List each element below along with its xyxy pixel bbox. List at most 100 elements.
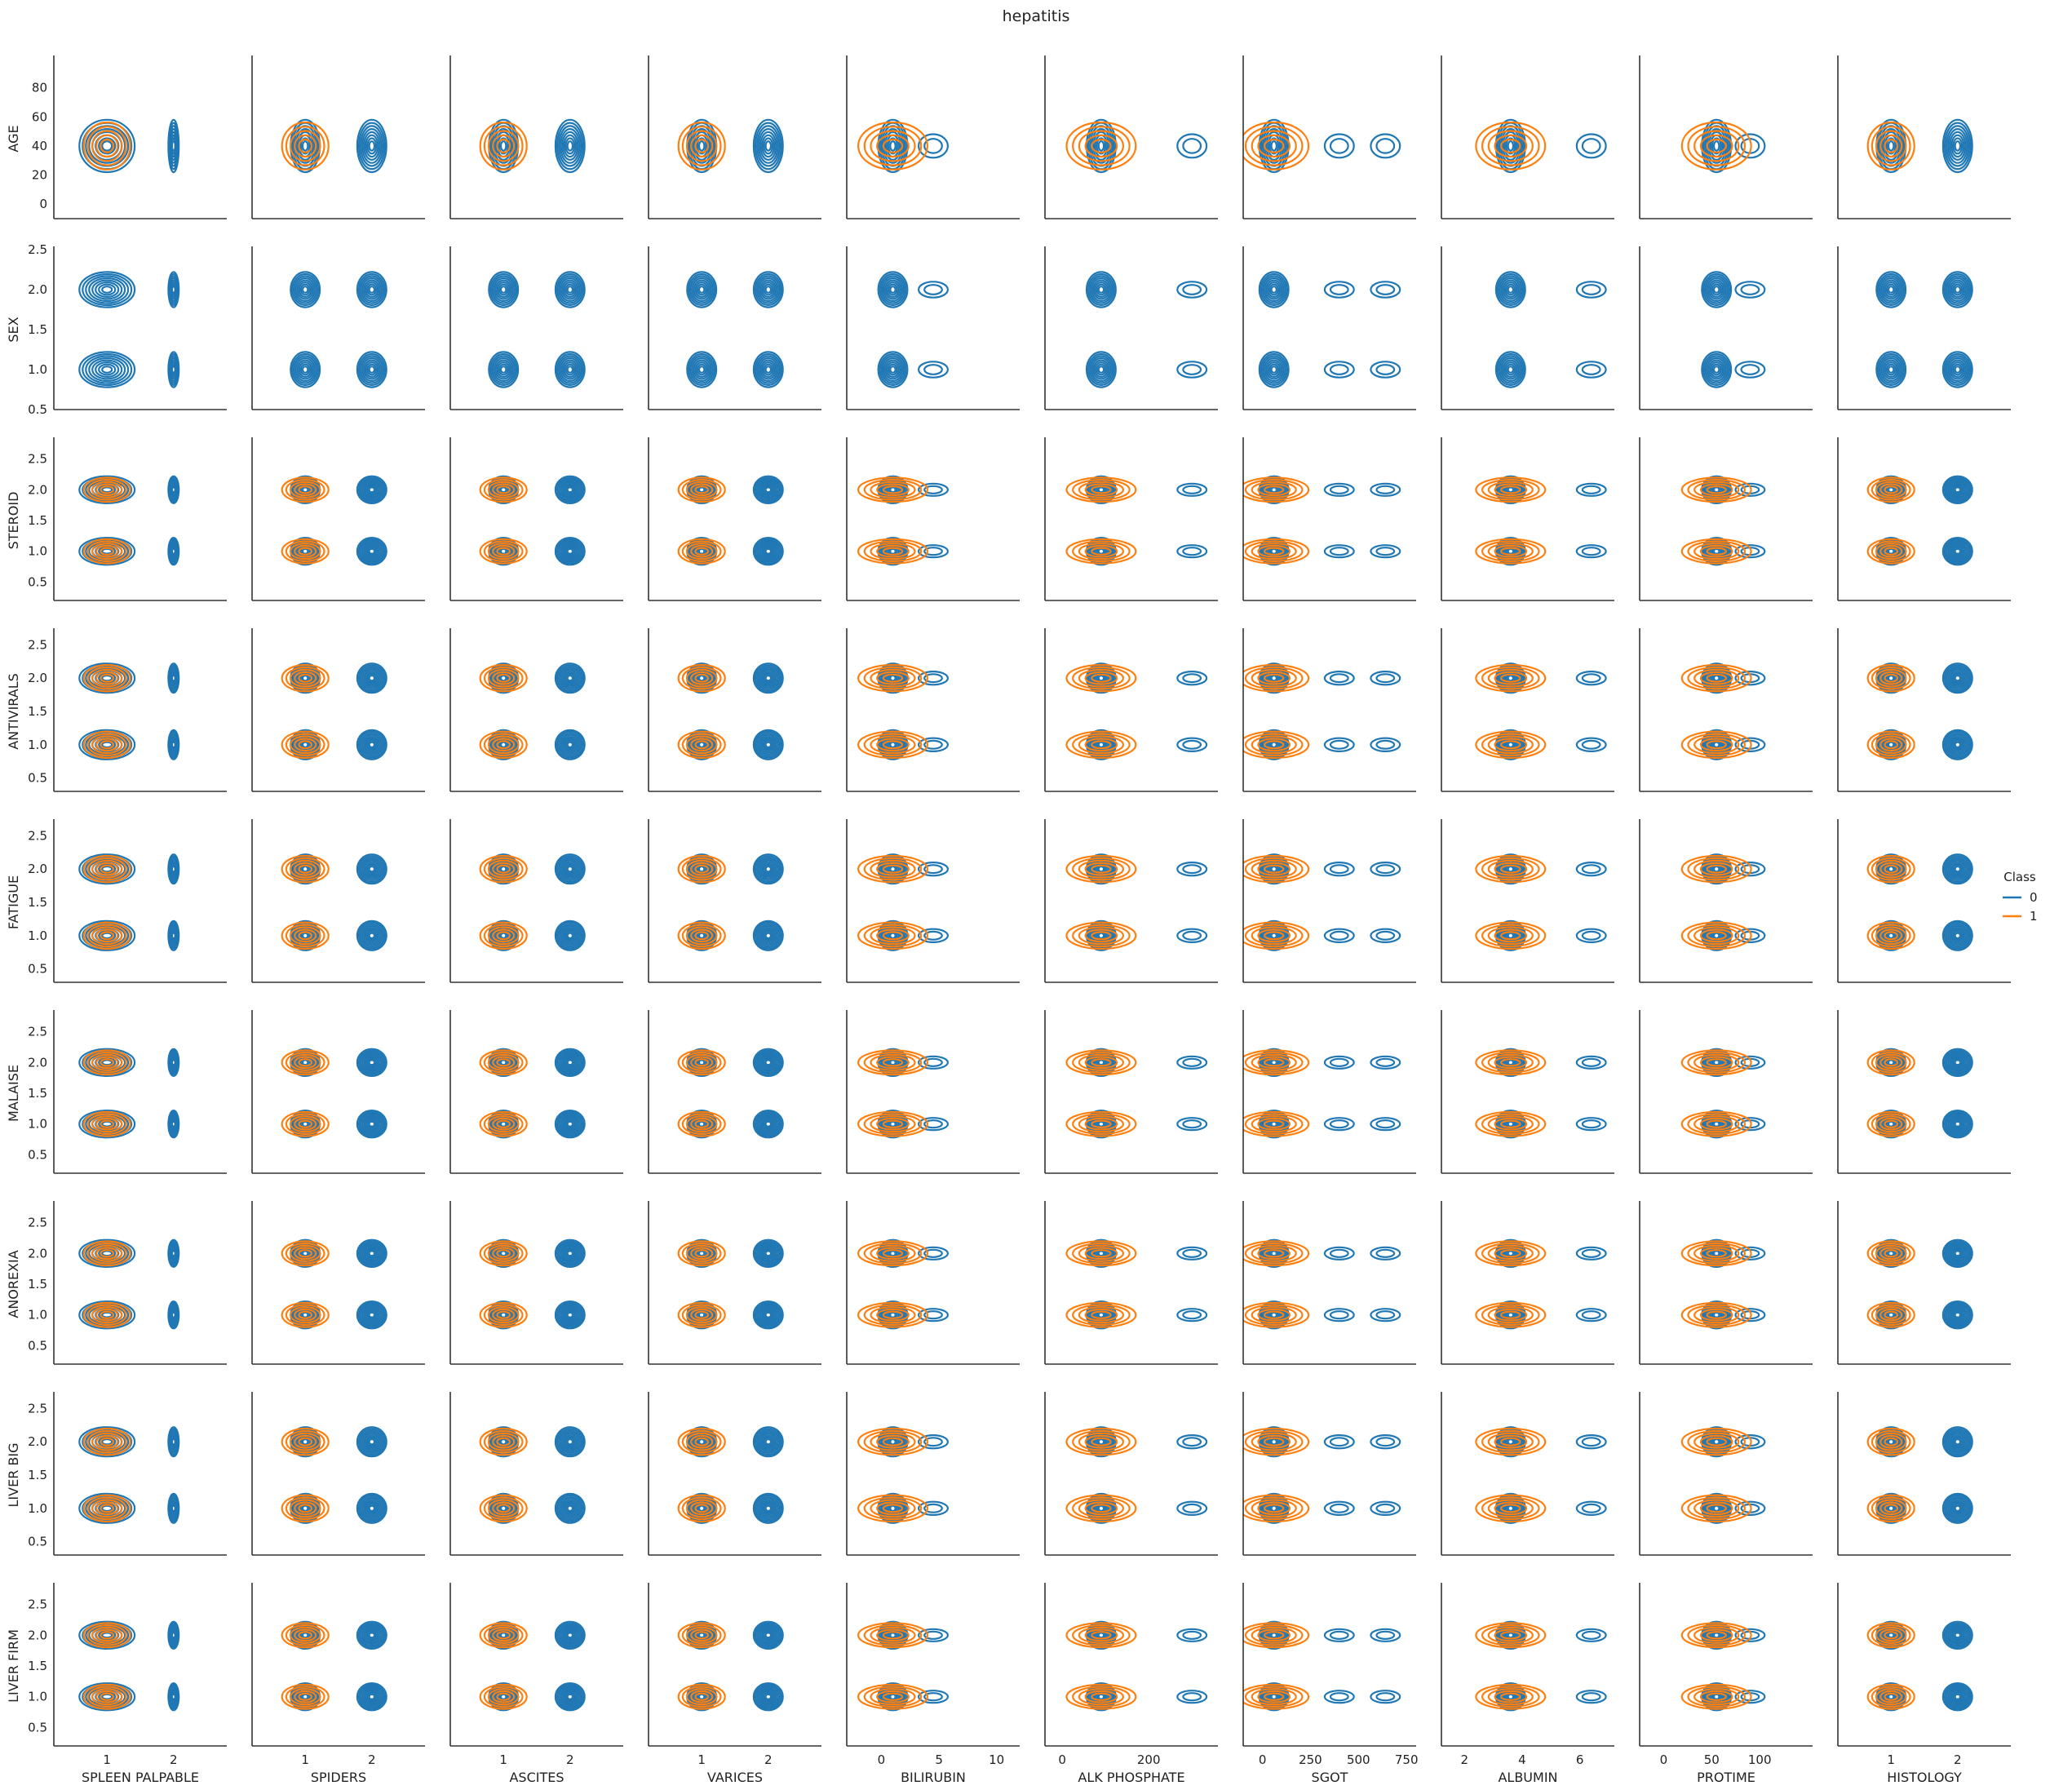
contour-class-1-2-0 <box>82 121 131 171</box>
panel-sex-vs-ascites <box>449 246 623 410</box>
contour-class-1-5-0 <box>281 476 330 503</box>
contour-class-0-0-7 <box>101 547 113 555</box>
contour-class-1-7-4 <box>1263 864 1285 874</box>
contour-class-0-0-2 <box>1499 355 1523 384</box>
contour-class-1-4-3 <box>690 928 714 943</box>
contour-class-1-4-2 <box>1693 1499 1740 1518</box>
y-tick-label: 2.5 <box>28 1216 47 1230</box>
contour-class-1-4-3 <box>1084 544 1118 558</box>
contour-class-0-0-7 <box>499 1120 507 1128</box>
contour-class-0-0-7 <box>1270 547 1278 555</box>
contour-class-1-7-0 <box>1243 854 1310 884</box>
contour-class-0-2-0 <box>1176 1500 1208 1517</box>
contour-class-1-6-1 <box>1244 540 1304 562</box>
contour-class-0-0-4 <box>494 131 512 161</box>
contour-class-1-5-4 <box>882 673 904 683</box>
contour-class-1-5-4 <box>1091 1249 1112 1258</box>
contour-class-0-2-1 <box>754 1301 782 1328</box>
contour-class-1-5-2 <box>487 859 520 879</box>
contour-class-1-4-4 <box>882 1504 904 1513</box>
contour-class-1-4-4 <box>1884 1119 1899 1128</box>
contour-class-0-0-7 <box>1097 1311 1105 1318</box>
contour-class-1-4-2 <box>1078 1115 1125 1133</box>
contour-class-0-0-0 <box>78 1681 136 1712</box>
contour-class-0-3-2 <box>755 275 781 304</box>
contour-class-0-1-0 <box>1701 271 1733 308</box>
contour-class-1-7-2 <box>1251 859 1297 879</box>
contour-class-0-0-0 <box>78 351 136 388</box>
contour-class-1-4-0 <box>479 538 528 565</box>
contour-class-1-4-0 <box>281 921 330 950</box>
contour-class-0-2-3 <box>560 734 581 755</box>
contour-class-1-5-3 <box>492 483 516 497</box>
contour-class-0-1-7 <box>101 1059 113 1066</box>
contour-class-0-1-3 <box>691 667 712 689</box>
contour-class-0-3-5 <box>761 671 776 685</box>
panel-sex-vs-histology <box>1837 246 2011 410</box>
contour-class-0-2-0 <box>1941 351 1973 388</box>
contour-class-0-3-4 <box>1949 1627 1967 1644</box>
contour-class-1-5-0 <box>479 1240 528 1267</box>
contour-class-1-5-3 <box>1699 1247 1733 1261</box>
contour-class-0-3-6 <box>763 283 774 296</box>
contour-class-0-1-7 <box>301 1438 309 1446</box>
contour-class-1-5-3 <box>492 1628 516 1642</box>
contour-class-0-3-1 <box>1581 864 1601 875</box>
contour-class-1-4-4 <box>496 547 511 556</box>
contour-class-0-2-2 <box>359 732 384 757</box>
contour-class-0-2-4 <box>759 927 777 945</box>
contour-class-1-5-3 <box>1084 483 1118 497</box>
contour-class-1-5-1 <box>86 857 127 881</box>
y-axis-label: MALAISE <box>6 1065 21 1122</box>
contour-layer <box>1475 1426 1607 1524</box>
contour-class-0-1-6 <box>696 283 707 296</box>
contour-class-0-3-1 <box>1943 1240 1972 1267</box>
contour-class-0-0-7 <box>889 1504 897 1513</box>
panel-fatigue-vs-spiders <box>251 819 425 983</box>
panel-sex-vs-albumin <box>1441 246 1614 410</box>
contour-class-1-4-2 <box>91 735 123 755</box>
contour-class-1-4-2 <box>1487 543 1534 560</box>
contour-class-0-3-7 <box>764 286 773 294</box>
contour-class-0-1-1 <box>1087 272 1115 307</box>
contour-class-0-3-0 <box>1941 271 1973 308</box>
contour-class-0-3-0 <box>1575 1055 1607 1070</box>
contour-class-0-2-5 <box>563 1308 578 1322</box>
contour-class-0-1-3 <box>691 277 712 303</box>
contour-class-0-5-1 <box>1375 1248 1396 1258</box>
contour-layer <box>1243 475 1401 566</box>
contour-class-0-3-1 <box>1581 1437 1601 1447</box>
contour-class-0-3-1 <box>1329 673 1349 684</box>
contour-layer <box>1866 1426 1973 1524</box>
contour-class-1-4-0 <box>1680 1110 1752 1137</box>
contour-class-0-1-0 <box>1494 475 1526 505</box>
contour-class-1-5-1 <box>86 1429 127 1454</box>
contour-class-1-4-1 <box>1072 733 1131 757</box>
contour-class-0-3-1 <box>1943 476 1972 503</box>
contour-class-0-0-0 <box>1701 729 1733 760</box>
contour-class-1-5-0 <box>479 476 528 503</box>
contour-class-0-0-0 <box>1494 118 1526 174</box>
contour-class-0-4-1 <box>1375 1503 1396 1513</box>
contour-class-0-0-7 <box>101 1120 113 1128</box>
contour-class-1-4-0 <box>677 1301 726 1328</box>
contour-class-0-3-0 <box>1323 861 1355 877</box>
contour-class-0-3-7 <box>170 865 176 873</box>
contour-class-1-4-0 <box>479 921 528 950</box>
contour-class-0-2-1 <box>923 364 943 375</box>
contour-class-0-1-1 <box>291 272 320 307</box>
contour-class-0-0-7 <box>1507 1120 1515 1128</box>
contour-class-0-0-7 <box>1712 366 1720 374</box>
contour-class-1-4-1 <box>1687 924 1747 948</box>
contour-class-0-3-0 <box>1323 1628 1355 1642</box>
contour-class-1-6-0 <box>1243 921 1310 950</box>
contour-class-0-1-3 <box>294 1431 316 1452</box>
contour-class-0-2-6 <box>763 363 774 376</box>
contour-class-0-2-1 <box>556 921 584 950</box>
contour-class-0-3-2 <box>359 478 384 502</box>
contour-class-0-0-2 <box>1261 355 1286 384</box>
contour-class-0-2-1 <box>1581 1692 1601 1702</box>
contour-class-1-2-1 <box>483 126 524 166</box>
contour-class-1-4-4 <box>100 547 115 556</box>
contour-class-0-1-7 <box>1712 1059 1720 1066</box>
